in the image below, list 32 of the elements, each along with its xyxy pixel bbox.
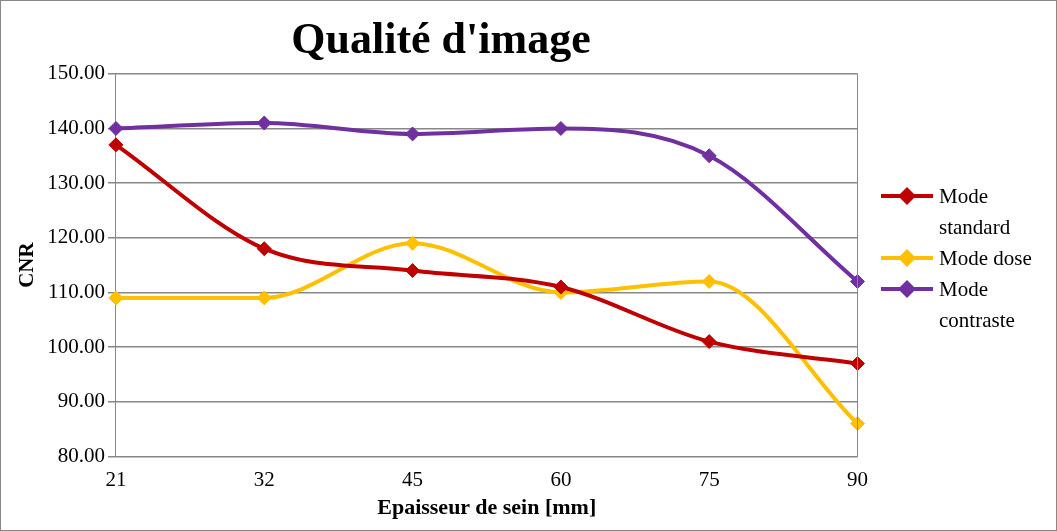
point xyxy=(108,290,124,306)
point xyxy=(553,120,569,136)
y-tick-label: 140.00 xyxy=(47,114,105,139)
point xyxy=(108,137,124,153)
x-tick-label: 75 xyxy=(698,466,720,491)
y-axis-title: CNR xyxy=(14,241,39,288)
y-tick-label: 110.00 xyxy=(47,278,105,303)
y-tick-label: 150.00 xyxy=(47,60,105,85)
point xyxy=(701,334,717,350)
legend-label: Mode dose xyxy=(939,245,1032,272)
point xyxy=(701,274,717,289)
x-tick-label: 60 xyxy=(550,466,572,491)
x-tick-label: 90 xyxy=(847,466,868,491)
legend-label: Mode contraste xyxy=(939,276,1016,334)
x-tick-label: 32 xyxy=(253,466,275,491)
x-tick-label: 21 xyxy=(105,466,127,491)
y-tick-label: 90.00 xyxy=(57,388,105,413)
y-tick-label: 130.00 xyxy=(47,169,105,194)
point xyxy=(405,263,421,279)
point xyxy=(405,235,421,251)
point xyxy=(553,279,569,295)
y-tick-label: 120.00 xyxy=(47,224,105,249)
chart-title: Qualité d'image xyxy=(291,13,591,63)
legend-label: Mode standard xyxy=(939,183,1012,241)
y-tick-label: 100.00 xyxy=(47,333,105,358)
y-tick-label: 80.00 xyxy=(57,442,105,467)
x-axis-title: Epaisseur de sein [mm] xyxy=(377,494,597,520)
point xyxy=(108,120,124,136)
point xyxy=(256,241,272,257)
point xyxy=(701,148,717,164)
point xyxy=(850,416,865,432)
x-tick-label: 45 xyxy=(402,466,424,491)
